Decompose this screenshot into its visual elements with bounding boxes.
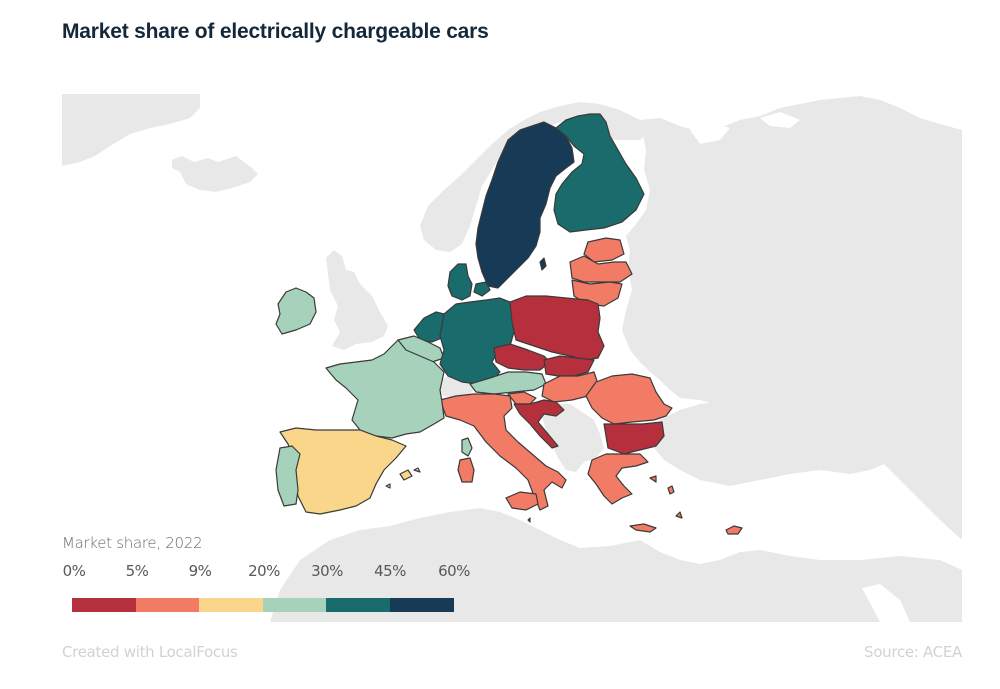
country-france <box>325 339 445 439</box>
country-croatia <box>513 399 565 449</box>
country-ireland <box>275 287 317 335</box>
country-latvia <box>569 255 633 283</box>
legend-tick: 9% <box>188 562 212 580</box>
background-land <box>62 94 962 622</box>
legend-tick: 5% <box>125 562 149 580</box>
country-italy <box>439 393 567 511</box>
legend-ticks: 0% 5% 9% 20% 30% 45% 60% <box>62 562 482 584</box>
legend-title: Market share, 2022 <box>62 534 203 552</box>
legend-tick: 0% <box>62 562 86 580</box>
country-estonia <box>583 237 625 263</box>
legend-swatch <box>326 598 390 612</box>
map <box>62 94 962 622</box>
credit-link[interactable]: Created with LocalFocus <box>62 643 238 661</box>
legend-swatch <box>262 598 327 612</box>
country-slovakia <box>543 355 595 377</box>
country-spain <box>279 427 407 515</box>
country-slovenia <box>507 391 537 405</box>
legend: Market share, 2022 0% 5% 9% 20% 30% 45% … <box>62 534 482 612</box>
legend-tick: 20% <box>248 562 280 580</box>
chart-title: Market share of electrically chargeable … <box>62 20 489 43</box>
legend-color-bar <box>72 598 454 612</box>
country-bulgaria <box>603 421 665 455</box>
legend-tick: 30% <box>311 562 343 580</box>
country-romania <box>585 373 673 425</box>
country-poland <box>509 295 605 361</box>
country-greece <box>587 453 649 505</box>
country-finland <box>553 113 645 233</box>
country-denmark <box>447 263 473 301</box>
country-cyprus <box>725 525 743 535</box>
legend-swatch <box>135 598 200 612</box>
eu-countries <box>275 113 743 535</box>
legend-swatch <box>199 598 263 612</box>
country-germany <box>439 297 515 385</box>
legend-tick: 60% <box>438 562 470 580</box>
source-label: Source: ACEA <box>864 643 962 661</box>
legend-swatch <box>72 598 136 612</box>
legend-swatch <box>389 598 454 612</box>
legend-tick: 45% <box>374 562 406 580</box>
country-portugal <box>275 445 301 507</box>
